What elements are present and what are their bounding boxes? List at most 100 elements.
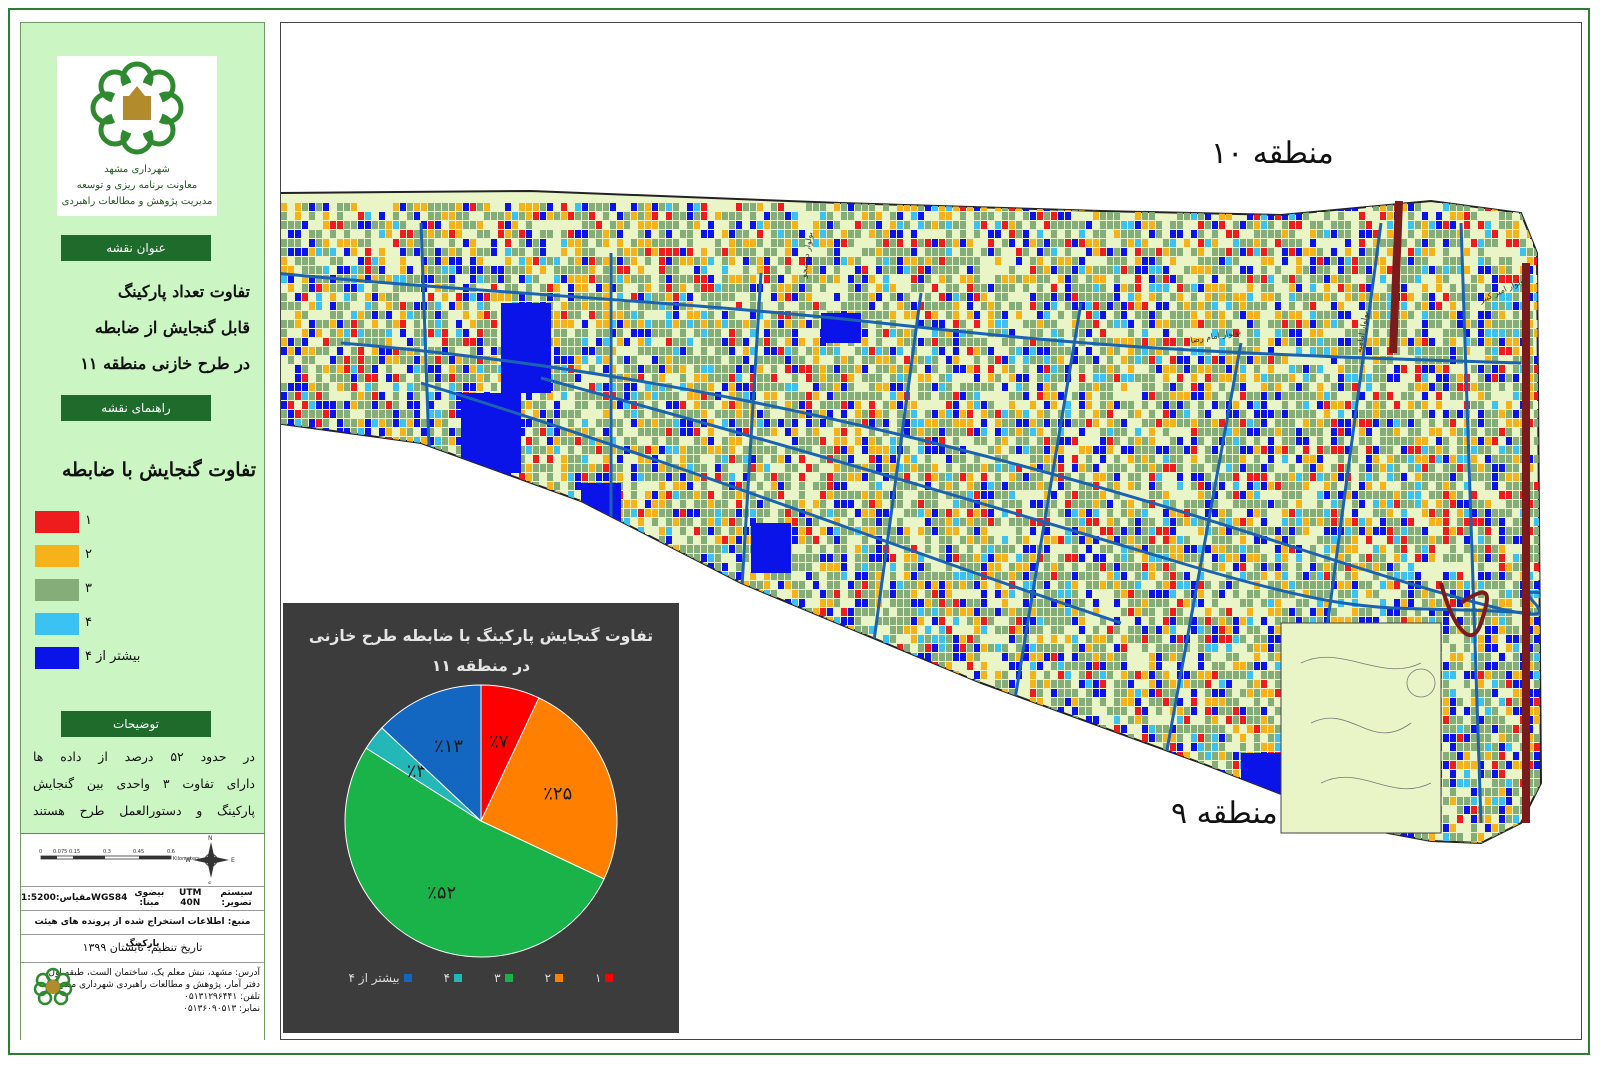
scale-tick-5: 0.6 bbox=[167, 849, 175, 855]
page-frame bbox=[8, 8, 1590, 1055]
chart-legend-swatch-5 bbox=[403, 974, 412, 982]
legend-header: راهنمای نقشه bbox=[61, 395, 211, 421]
road-v4 bbox=[869, 292, 923, 664]
road-v5 bbox=[1009, 302, 1083, 724]
municipality-logo: شهرداری مشهد معاونت برنامه ریزی و توسعه … bbox=[57, 56, 217, 216]
large-parcel-3 bbox=[581, 483, 621, 533]
road-network bbox=[275, 222, 1541, 824]
address-line-4: نمابر: ۰۵۱۳۶۰۹۰۵۱۳ bbox=[182, 1004, 260, 1014]
pie-label-2: ٪۲۵ bbox=[543, 783, 572, 804]
scale-tick-3: 0.3 bbox=[103, 849, 111, 855]
legend-swatch-3 bbox=[35, 579, 79, 601]
chart-legend-swatch-2 bbox=[555, 974, 564, 982]
source-text: منبع: اطلاعات استخراج شده از پرونده های … bbox=[21, 910, 264, 949]
chart-title: تفاوت گنجایش پارکینگ با ضابطه طرح خازنی … bbox=[308, 627, 654, 675]
chart-legend: ۱ ۲ ۳ ۴ بیشتر از ۴ bbox=[283, 971, 679, 985]
legend-swatch-1 bbox=[35, 511, 79, 533]
legend-swatch-4 bbox=[35, 613, 79, 635]
scale-bar: 0 0.075 0.15 0.3 0.45 0.6 Kilometers N S… bbox=[39, 835, 235, 888]
region-south-label: منطقه ۹ bbox=[1171, 796, 1278, 831]
svg-text:N: N bbox=[208, 835, 213, 842]
svg-text:S: S bbox=[208, 881, 212, 884]
address-line-3: تلفن: ۰۵۱۳۱۲۹۶۴۴۱ bbox=[184, 992, 260, 1002]
notes-line-3: پارکینگ و دستورالعمل طرح هستند bbox=[33, 803, 255, 818]
pie-label-5: ٪۱۳ bbox=[434, 736, 463, 757]
main-road-middle bbox=[340, 341, 1541, 616]
address-block: آدرس: مشهد، نبش معلم یک، ساختمان الست، ط… bbox=[21, 962, 264, 1040]
scale-tick-4: 0.45 bbox=[133, 849, 144, 855]
road-v6 bbox=[1159, 342, 1243, 784]
scale-tick-0: 0 bbox=[39, 849, 42, 855]
address-line-1: آدرس: مشهد، نبش معلم یک، ساختمان الست، ط… bbox=[48, 968, 260, 978]
map-title-header: عنوان نقشه bbox=[61, 235, 211, 261]
pie-slice-2 bbox=[480, 697, 618, 880]
main-road-north bbox=[275, 271, 1522, 365]
legend-label-2: ۲ bbox=[85, 547, 92, 562]
pie-chart: ٪۷ ٪۲۵ ٪۵۲ ٪۳ ٪۱۳ bbox=[344, 684, 618, 958]
chart-legend-label-5: بیشتر از ۴ bbox=[348, 971, 400, 985]
chart-panel: تفاوت گنجایش پارکینگ با ضابطه طرح خازنی … bbox=[283, 603, 679, 1033]
pie-label-1: ٪۷ bbox=[489, 731, 509, 752]
projection-row: سیستم تصویر: UTM 40N بیضوی مبنا: WGS84 م… bbox=[21, 886, 264, 909]
ring-road bbox=[1439, 582, 1489, 638]
chart-legend-swatch-1 bbox=[605, 974, 614, 982]
address-line-2: دفتر آمار، پژوهش و مطالعات راهبردی شهردا… bbox=[54, 980, 260, 990]
legend-heading: تفاوت گنجایش با ضابطه bbox=[62, 459, 256, 481]
map-info-block: 0 0.075 0.15 0.3 0.45 0.6 Kilometers N S… bbox=[21, 833, 264, 1040]
logo-caption-1: شهرداری مشهد bbox=[104, 164, 170, 175]
municipality-emblem-icon bbox=[90, 61, 184, 155]
notes-line-2: دارای تفاوت ۳ واحدی بین گنجایش bbox=[33, 776, 255, 791]
chart-legend-swatch-3 bbox=[504, 974, 513, 982]
scale-value: 1:5200 bbox=[21, 893, 56, 903]
logo-caption-3: مدیریت پژوهش و مطالعات راهبردی bbox=[61, 196, 213, 207]
chart-legend-swatch-4 bbox=[454, 974, 463, 982]
chart-legend-label-3: ۳ bbox=[494, 971, 501, 985]
chart-legend-label-2: ۲ bbox=[544, 971, 552, 985]
legend-label-4: ۴ bbox=[85, 615, 92, 630]
map-title-line-2: قابل گنجایش از ضابطه bbox=[94, 318, 250, 337]
legend-label-1: ۱ bbox=[85, 513, 92, 528]
legend-label-5: بیشتر از ۴ bbox=[85, 649, 141, 664]
chart-legend-item-4: ۴ bbox=[443, 971, 463, 985]
scale-tick-1: 0.075 bbox=[53, 849, 67, 855]
svg-text:W: W bbox=[185, 857, 191, 864]
pie-label-4: ٪۳ bbox=[407, 761, 427, 782]
scale-label: مقیاس: bbox=[55, 893, 92, 903]
chart-legend-item-3: ۳ bbox=[494, 971, 513, 985]
legend-swatch-2 bbox=[35, 545, 79, 567]
projection-value: UTM 40N bbox=[179, 888, 202, 908]
map-title-line-3: در طرح خازنی منطقه ۱۱ bbox=[80, 354, 250, 373]
pie-slice-5 bbox=[381, 684, 482, 823]
pie-slice-3 bbox=[344, 747, 605, 958]
highway-east bbox=[1389, 200, 1530, 823]
road-v8 bbox=[1459, 222, 1483, 824]
region-north-label: منطقه ۱۰ bbox=[1211, 136, 1334, 171]
projection-label: سیستم تصویر: bbox=[220, 888, 253, 908]
main-road-diagonal bbox=[540, 376, 1532, 615]
logo-caption-2: معاونت برنامه ریزی و توسعه bbox=[76, 180, 198, 191]
main-road-south bbox=[420, 381, 1122, 625]
svg-text:E: E bbox=[231, 857, 235, 864]
road-v3 bbox=[739, 272, 763, 604]
pie-label-3: ٪۵۲ bbox=[427, 883, 456, 904]
map-title-line-1: تفاوت تعداد پارکینگ bbox=[117, 282, 250, 301]
notes-line-1: در حدود ۵۲ درصد از داده ها bbox=[33, 749, 255, 764]
park-paths bbox=[1300, 656, 1436, 790]
datum-value: WGS84 bbox=[91, 893, 128, 903]
park-area bbox=[1280, 622, 1442, 834]
legend-label-3: ۳ bbox=[85, 581, 92, 596]
legend-panel: شهرداری مشهد معاونت برنامه ریزی و توسعه … bbox=[20, 22, 265, 1040]
scale-unit: Kilometers bbox=[173, 856, 200, 862]
scale-tick-2: 0.15 bbox=[69, 849, 80, 855]
large-parcel-5 bbox=[751, 523, 791, 573]
chart-legend-item-5: بیشتر از ۴ bbox=[349, 971, 412, 985]
datum-label: بیضوی مبنا: bbox=[134, 888, 165, 908]
small-logo-icon bbox=[33, 967, 73, 1006]
legend-swatch-5 bbox=[35, 647, 79, 669]
chart-legend-label-1: ۱ bbox=[595, 971, 602, 985]
chart-legend-item-1: ۱ bbox=[595, 971, 614, 985]
notes-header: توضیحات bbox=[61, 711, 211, 737]
chart-legend-label-4: ۴ bbox=[443, 971, 451, 985]
chart-legend-item-2: ۲ bbox=[544, 971, 564, 985]
date-text: تاریخ تنظیم: تابستان ۱۳۹۹ bbox=[21, 934, 264, 961]
